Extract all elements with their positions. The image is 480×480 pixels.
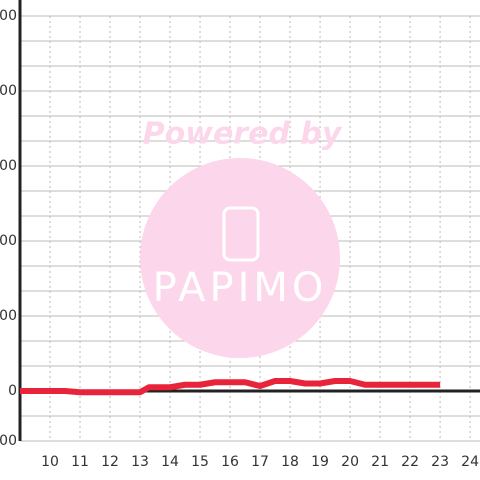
- x-tick-label: 12: [101, 454, 119, 470]
- x-tick-label: 22: [401, 454, 419, 470]
- watermark-circle: [140, 158, 340, 358]
- y-tick-label: 120,000: [0, 83, 17, 99]
- line-series: [20, 378, 441, 396]
- y-tick-label: 0: [8, 383, 17, 399]
- y-tick-label: 90,000: [0, 158, 17, 174]
- watermark: Powered by PAPIMO: [140, 117, 343, 358]
- x-tick-label: 19: [311, 454, 329, 470]
- watermark-logo: PAPIMO: [153, 265, 328, 311]
- x-tick-label: 24: [461, 454, 479, 470]
- x-tick-label: 15: [191, 454, 209, 470]
- x-tick-label: 16: [221, 454, 239, 470]
- x-tick-label: 18: [281, 454, 299, 470]
- x-tick-label: 14: [161, 454, 179, 470]
- watermark-text: Powered by: [143, 117, 343, 152]
- x-tick-label: 10: [41, 454, 59, 470]
- x-tick-label: 13: [131, 454, 149, 470]
- watermark-icon: [222, 206, 260, 262]
- x-tick-label: 20: [341, 454, 359, 470]
- x-tick-label: 11: [71, 454, 89, 470]
- y-tick-label: -20,000: [0, 433, 17, 449]
- y-tick-label: 30,000: [0, 308, 17, 324]
- y-tick-label: 150,000: [0, 8, 17, 24]
- x-tick-label: 23: [431, 454, 449, 470]
- y-tick-label: 60,000: [0, 233, 17, 249]
- x-tick-label: 21: [371, 454, 389, 470]
- x-tick-label: 17: [251, 454, 269, 470]
